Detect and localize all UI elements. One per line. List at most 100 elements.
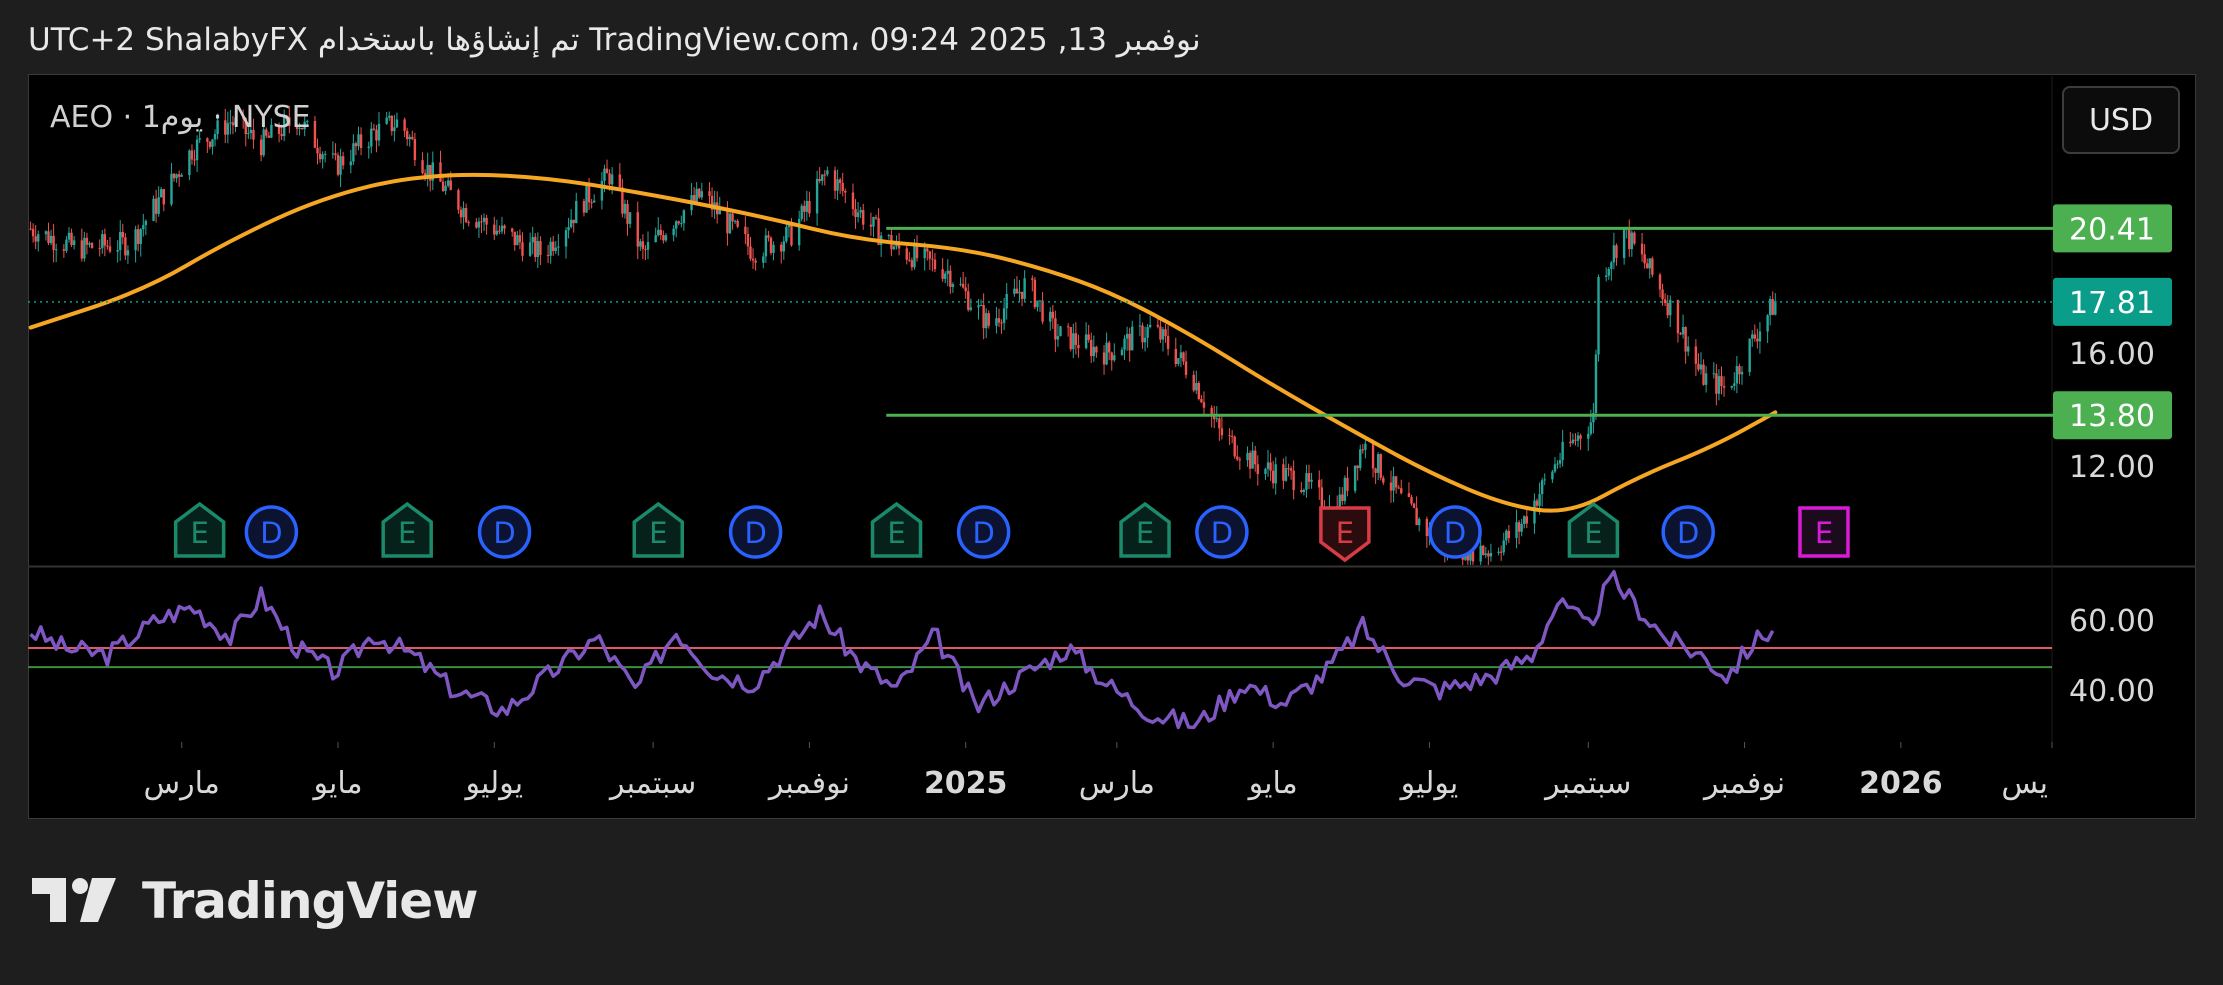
candle-body-50 [208, 141, 212, 147]
candle-body-313 [1148, 324, 1152, 328]
candle-body-299 [1102, 352, 1106, 365]
candle-body-257 [949, 270, 952, 287]
event-marker-label-7: D [972, 516, 994, 550]
candle-body-227 [841, 183, 844, 191]
candle-body-283 [1041, 300, 1044, 322]
candle-body-156 [587, 185, 591, 203]
candle-body-182 [680, 223, 683, 225]
candle-body-96 [372, 128, 376, 130]
candle-body-344 [1264, 468, 1267, 474]
tradingview-logo[interactable]: TradingView [32, 872, 478, 930]
candle-body-41 [175, 174, 178, 179]
event-marker-label-0: E [190, 516, 208, 550]
candle-body-37 [160, 189, 163, 198]
candle-body-207 [769, 237, 773, 253]
event-earnings-4: E [632, 501, 685, 558]
candle-body-253 [933, 259, 937, 270]
candle-body-453 [1651, 258, 1654, 275]
candle-body-209 [780, 244, 783, 252]
candle-body-269 [995, 318, 998, 326]
candle-body-149 [564, 230, 568, 247]
candle-body-34 [152, 198, 155, 221]
event-marker-label-8: E [1136, 516, 1154, 550]
candle-body-329 [1210, 407, 1213, 416]
event-marker-label-2: E [398, 516, 416, 550]
candle-body-346 [1269, 462, 1272, 471]
candle-body-0 [29, 228, 32, 230]
candle-body-239 [887, 235, 891, 237]
candle-body-40 [172, 173, 176, 179]
candle-body-369 [1353, 465, 1357, 491]
event-marker-shape-7 [956, 505, 1011, 559]
candle-body-436 [1592, 413, 1595, 423]
candle-body-67 [267, 135, 271, 138]
candle-body-10 [65, 239, 68, 251]
candle-body-424 [1551, 471, 1554, 480]
candle-body-443 [1615, 245, 1618, 258]
candle-body-81 [318, 153, 322, 160]
candle-body-352 [1289, 468, 1293, 471]
event-marker-label-14: E [1815, 516, 1833, 550]
chart-frame[interactable] [28, 74, 2196, 819]
candle-body-120 [459, 209, 463, 218]
candle-body-11 [67, 232, 71, 240]
candle-body-322 [1182, 352, 1185, 362]
candle-body-351 [1287, 468, 1290, 470]
candle-body-303 [1113, 355, 1116, 361]
event-dividend-11: D [1428, 505, 1482, 559]
candle-body-385 [1410, 497, 1413, 504]
x-axis-label-7: مايو [1247, 766, 1298, 801]
candle-body-306 [1125, 333, 1129, 339]
candle-body-484 [1766, 315, 1769, 332]
x-axis-label-3: سبتمبر [608, 766, 696, 801]
candle-body-39 [170, 173, 173, 205]
candle-body-248 [915, 244, 919, 259]
event-marker-label-5: D [744, 516, 766, 550]
event-earnings-2: E [381, 501, 433, 558]
tradingview-logo-icon [32, 878, 116, 922]
event-marker-label-4: E [649, 516, 667, 550]
candle-body-180 [674, 221, 678, 229]
rsi-tick-0: 60.00 [2069, 604, 2155, 639]
candle-body-431 [1574, 439, 1577, 441]
candle-body-77 [303, 121, 306, 130]
chart-caption: UTC+2 ShalabyFX تم إنشاؤها باستخدام Trad… [28, 22, 1201, 58]
candle-body-141 [534, 236, 537, 258]
candle-body-202 [751, 258, 755, 261]
currency-button[interactable]: USD [2062, 86, 2180, 154]
candle-body-270 [997, 318, 1001, 323]
x-axis-label-1: مايو [311, 766, 362, 801]
candle-body-19 [98, 248, 101, 250]
candle-body-457 [1666, 303, 1669, 316]
candle-body-287 [1056, 336, 1060, 340]
candle-body-55 [226, 123, 230, 135]
candle-body-337 [1236, 456, 1239, 460]
candle-body-440 [1607, 268, 1610, 276]
level-tag-1 [2053, 391, 2172, 440]
candle-body-426 [1556, 463, 1559, 465]
candle-body-122 [464, 208, 468, 223]
candle-body-375 [1374, 468, 1377, 473]
candle-body-177 [662, 235, 665, 241]
candles-group [29, 105, 1777, 565]
candle-body-466 [1699, 364, 1703, 370]
candle-body-437 [1594, 354, 1598, 414]
candle-body-84 [331, 153, 335, 155]
candle-body-65 [262, 129, 265, 156]
candle-body-277 [1020, 291, 1024, 299]
candle-body-106 [408, 136, 411, 140]
candle-body-448 [1633, 232, 1636, 244]
candle-body-186 [695, 188, 698, 202]
candle-body-272 [1002, 308, 1006, 323]
candle-body-32 [142, 225, 145, 230]
candle-body-288 [1059, 326, 1062, 337]
tradingview-wordmark: TradingView [142, 872, 478, 930]
event-marker-shape-6 [870, 501, 923, 558]
candle-body-214 [797, 218, 801, 246]
candle-body-357 [1307, 473, 1311, 482]
candle-body-221 [821, 174, 824, 181]
candle-body-399 [1461, 556, 1464, 560]
candle-body-83 [323, 153, 327, 155]
event-marker-shape-4 [632, 501, 685, 558]
